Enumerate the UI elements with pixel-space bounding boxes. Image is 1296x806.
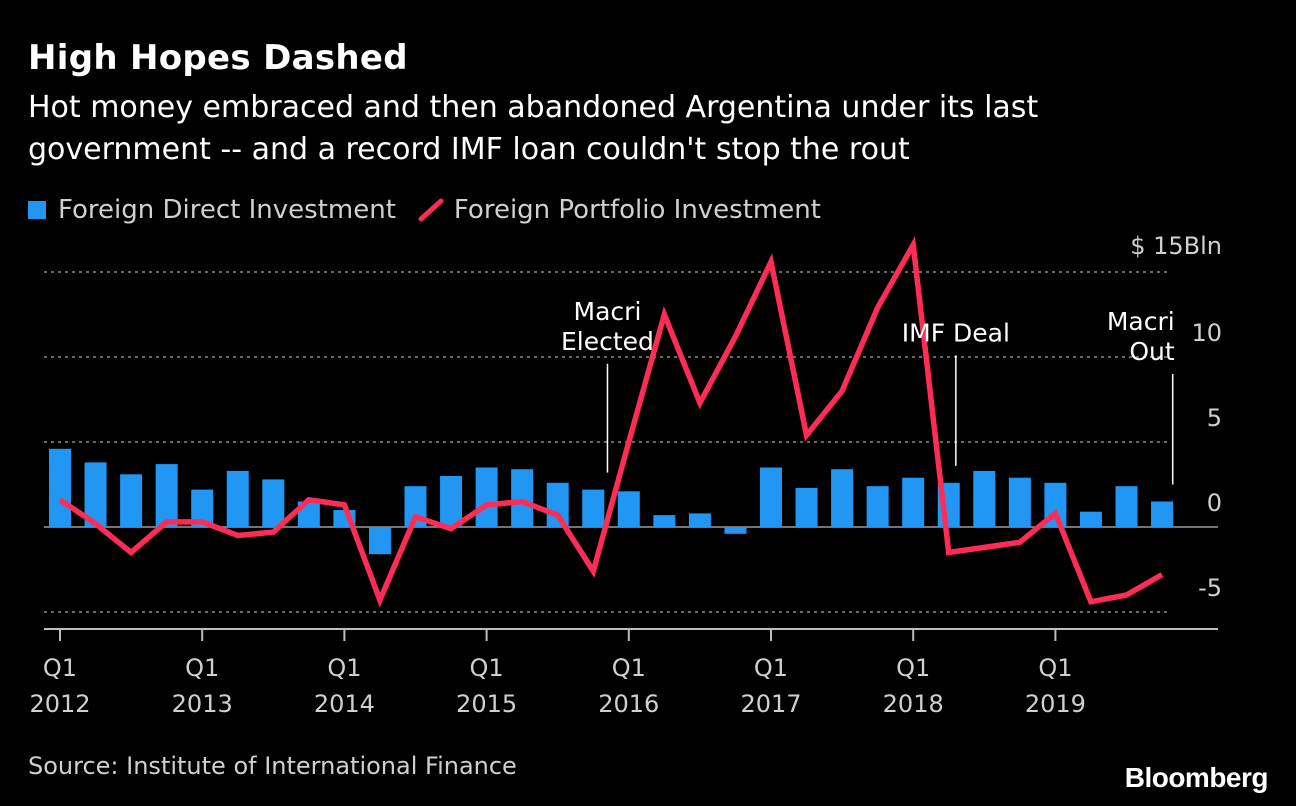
fdi-bar bbox=[191, 489, 214, 527]
fdi-bars bbox=[49, 448, 1174, 555]
annotation-label: Elected bbox=[561, 327, 654, 356]
y-tick-label: -5 bbox=[1198, 574, 1222, 602]
fdi-bar bbox=[1115, 486, 1138, 527]
fpi-line bbox=[58, 236, 1164, 608]
fdi-bar bbox=[1008, 477, 1031, 527]
x-tick-label-quarter: Q1 bbox=[470, 654, 504, 682]
y-tick-label: $ 15Bln bbox=[1130, 232, 1222, 260]
x-tick-label-year: 2017 bbox=[740, 690, 801, 718]
fdi-bar bbox=[120, 474, 143, 527]
fdi-bar bbox=[226, 470, 249, 527]
x-tick-label-quarter: Q1 bbox=[327, 654, 361, 682]
legend: Foreign Direct Investment Foreign Portfo… bbox=[28, 193, 821, 227]
fdi-bar bbox=[475, 467, 498, 527]
legend-swatch-fdi bbox=[28, 201, 46, 219]
annotation-label: Macri bbox=[1107, 307, 1175, 336]
chart-title: High Hopes Dashed bbox=[28, 38, 408, 78]
x-tick-label-quarter: Q1 bbox=[1038, 654, 1072, 682]
y-tick-label: 0 bbox=[1207, 489, 1222, 517]
x-tick-label-year: 2016 bbox=[598, 690, 659, 718]
fdi-bar bbox=[760, 467, 782, 527]
x-tick-label-quarter: Q1 bbox=[754, 654, 788, 682]
fdi-bar bbox=[653, 515, 676, 527]
chart-subtitle: Hot money embraced and then abandoned Ar… bbox=[28, 90, 1039, 167]
x-tick-label-year: 2014 bbox=[314, 690, 375, 718]
x-tick-label-year: 2013 bbox=[172, 690, 233, 718]
legend-swatch-fpi bbox=[418, 198, 444, 222]
fdi-bar bbox=[368, 527, 391, 555]
fdi-bar bbox=[440, 476, 463, 527]
fpi-line-layer bbox=[58, 236, 1164, 608]
fdi-bar bbox=[84, 462, 107, 527]
x-tick-label-year: 2012 bbox=[29, 690, 90, 718]
x-tick-label-quarter: Q1 bbox=[185, 654, 219, 682]
fdi-bar bbox=[688, 513, 711, 527]
source-note: Source: Institute of International Finan… bbox=[28, 752, 517, 780]
annotation-label: Macri bbox=[574, 297, 642, 326]
fdi-bar bbox=[546, 482, 569, 527]
fdi-bar bbox=[866, 486, 889, 527]
x-tick-label-year: 2019 bbox=[1025, 690, 1086, 718]
fdi-bar bbox=[902, 477, 925, 527]
fdi-bar bbox=[155, 464, 178, 527]
fdi-bar bbox=[795, 487, 818, 527]
x-tick-label-year: 2015 bbox=[456, 690, 517, 718]
tick-labels: $ 15Bln 10 5 0 -5 Q1 2012 Q1 2013 Q1 2014 Q1 2015 Q1 2… bbox=[29, 232, 1222, 718]
x-tick-label-quarter: Q1 bbox=[612, 654, 646, 682]
fdi-bar bbox=[831, 469, 854, 527]
legend-label-fdi: Foreign Direct Investment bbox=[58, 195, 396, 225]
fdi-bar bbox=[582, 489, 605, 527]
y-tick-label: 10 bbox=[1191, 319, 1222, 347]
annotation-label: Out bbox=[1129, 337, 1175, 366]
x-tick-label-year: 2018 bbox=[883, 690, 944, 718]
fdi-bar bbox=[1079, 511, 1102, 527]
legend-label-fpi: Foreign Portfolio Investment bbox=[453, 195, 821, 225]
fdi-bar bbox=[1151, 501, 1174, 527]
fdi-bar bbox=[724, 527, 747, 534]
x-tick-label-quarter: Q1 bbox=[896, 654, 930, 682]
fdi-bar bbox=[511, 469, 534, 527]
axes bbox=[44, 628, 1218, 641]
x-tick-label-quarter: Q1 bbox=[43, 654, 77, 682]
fdi-bar bbox=[262, 479, 285, 527]
fdi-bar bbox=[617, 491, 640, 527]
fdi-bar bbox=[973, 470, 996, 527]
fdi-bar bbox=[49, 448, 71, 527]
annotation-label: IMF Deal bbox=[902, 318, 1010, 347]
bloomberg-logo: Bloomberg bbox=[1124, 762, 1269, 793]
y-tick-label: 5 bbox=[1207, 404, 1222, 432]
